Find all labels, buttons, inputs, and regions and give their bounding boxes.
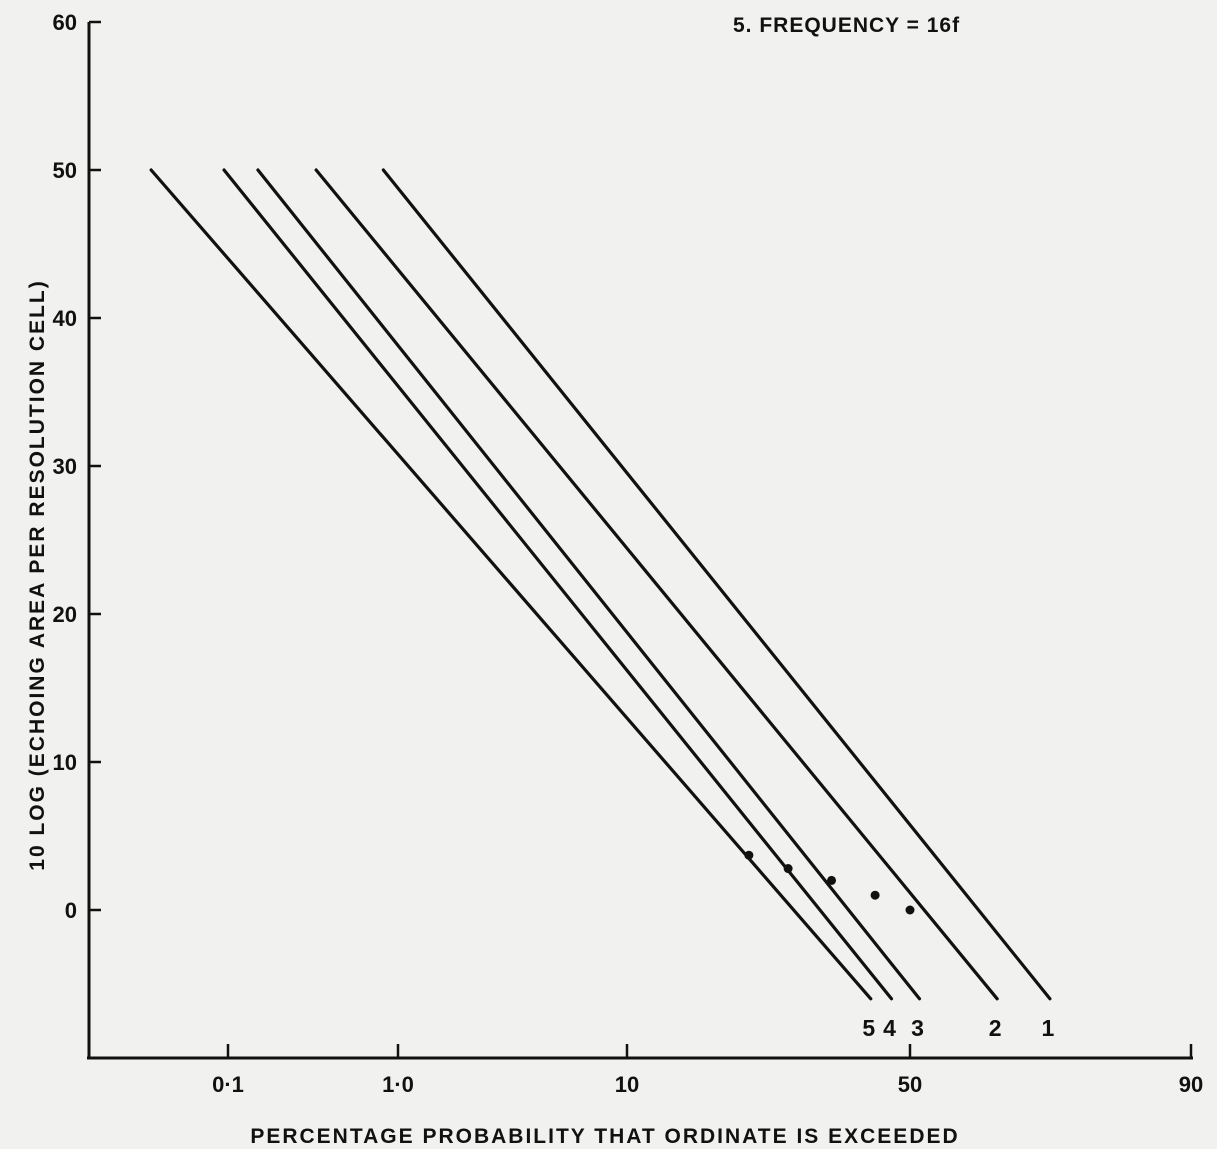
series-marker-1	[905, 905, 915, 915]
y-tick-label: 50	[53, 158, 77, 183]
series-label-2: 2	[989, 1015, 1002, 1041]
x-axis-title: PERCENTAGE PROBABILITY THAT ORDINATE IS …	[250, 1125, 959, 1148]
x-ticks: 0·1 1·0 10 50 90	[212, 1044, 1203, 1097]
series-lines: 1 2 345	[149, 168, 1055, 1041]
series-marker-5	[744, 850, 754, 860]
series-marker-3	[827, 875, 837, 885]
series-label-4: 4	[883, 1015, 896, 1041]
x-tick-label: 0·1	[212, 1072, 244, 1097]
series-line-3	[256, 168, 922, 1001]
y-tick-label: 30	[53, 454, 77, 479]
x-tick-label: 1·0	[382, 1072, 414, 1097]
series-line-5	[149, 168, 873, 1001]
y-tick-label: 20	[53, 602, 77, 627]
series-marker-2	[870, 890, 880, 900]
y-axis-title: 10 LOG (ECHOING AREA PER RESOLUTION CELL…	[26, 279, 49, 870]
series-label-3: 3	[911, 1015, 924, 1041]
x-tick-label: 90	[1179, 1072, 1203, 1097]
chart-title: 5. FREQUENCY = 16f	[733, 14, 960, 37]
series-line-2	[314, 168, 999, 1001]
y-tick-label: 10	[53, 750, 77, 775]
series-label-1: 1	[1042, 1015, 1055, 1041]
series-line-1	[381, 168, 1052, 1001]
y-ticks: 0 10 20 30 40 50 60	[53, 10, 101, 923]
x-tick-label: 50	[898, 1072, 922, 1097]
series-line-4	[222, 168, 894, 1001]
y-tick-label: 40	[53, 306, 77, 331]
y-tick-label: 60	[53, 10, 77, 35]
series-marker-4	[783, 864, 793, 874]
y-tick-label: 0	[65, 898, 77, 923]
series-label-5: 5	[862, 1015, 875, 1041]
x-tick-label: 10	[615, 1072, 639, 1097]
